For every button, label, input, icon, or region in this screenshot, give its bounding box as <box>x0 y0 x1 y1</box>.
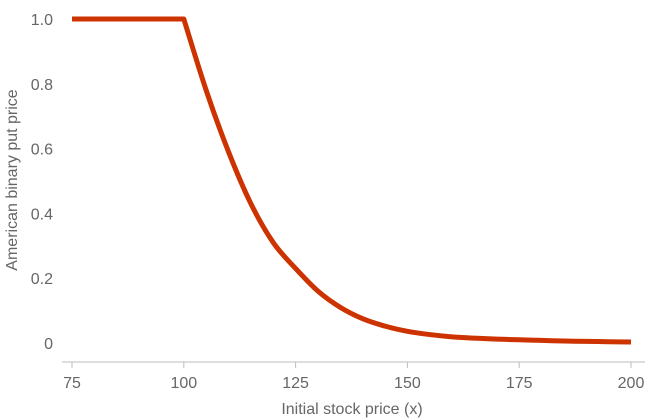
x-tick-label: 175 <box>506 375 533 392</box>
x-axis: 75 100 125 150 175 200 <box>62 361 645 392</box>
y-tick-label: 0 <box>44 336 53 353</box>
y-tick-label: 0.6 <box>31 142 53 159</box>
series-line-0 <box>72 16 632 345</box>
x-tick-label: 200 <box>618 375 645 392</box>
series-layer <box>72 16 632 345</box>
x-tick-label: 150 <box>394 375 421 392</box>
y-axis-label: American binary put price <box>4 89 21 271</box>
y-tick-label: 1.0 <box>31 12 53 29</box>
x-tick-label: 75 <box>63 375 81 392</box>
y-axis: 0 0.2 0.4 0.6 0.8 1.0 <box>31 12 53 353</box>
x-tick-label: 100 <box>170 375 197 392</box>
y-tick-label: 0.8 <box>31 77 53 94</box>
x-tick-label: 125 <box>282 375 309 392</box>
y-tick-label: 0.4 <box>31 206 53 223</box>
y-tick-label: 0.2 <box>31 271 53 288</box>
x-axis-label: Initial stock price (x) <box>281 401 422 418</box>
